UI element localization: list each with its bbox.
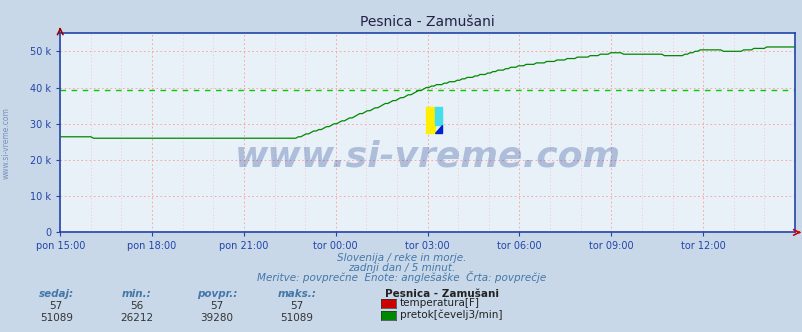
- Text: 57: 57: [290, 301, 303, 311]
- Bar: [435, 107, 442, 125]
- Text: sedaj:: sedaj:: [38, 289, 74, 299]
- Text: 56: 56: [130, 301, 143, 311]
- Text: min.:: min.:: [121, 289, 152, 299]
- Polygon shape: [435, 125, 442, 133]
- Text: Meritve: povprečne  Enote: anglešaške  Črta: povprečje: Meritve: povprečne Enote: anglešaške Črt…: [257, 271, 545, 283]
- Text: 39280: 39280: [200, 313, 233, 323]
- Text: 57: 57: [210, 301, 223, 311]
- Text: 51089: 51089: [39, 313, 73, 323]
- Text: www.si-vreme.com: www.si-vreme.com: [234, 140, 620, 174]
- Text: temperatura[F]: temperatura[F]: [399, 298, 480, 308]
- Text: Slovenija / reke in morje.: Slovenija / reke in morje.: [336, 253, 466, 263]
- Text: povpr.:: povpr.:: [196, 289, 237, 299]
- Text: 51089: 51089: [280, 313, 314, 323]
- Text: pretok[čevelj3/min]: pretok[čevelj3/min]: [399, 309, 502, 320]
- Text: www.si-vreme.com: www.si-vreme.com: [2, 107, 11, 179]
- Title: Pesnica - Zamušani: Pesnica - Zamušani: [360, 15, 494, 29]
- Text: Pesnica - Zamušani: Pesnica - Zamušani: [385, 289, 499, 299]
- Text: zadnji dan / 5 minut.: zadnji dan / 5 minut.: [347, 263, 455, 273]
- Text: maks.:: maks.:: [277, 289, 316, 299]
- Bar: [426, 107, 435, 133]
- Text: 57: 57: [50, 301, 63, 311]
- Text: 26212: 26212: [119, 313, 153, 323]
